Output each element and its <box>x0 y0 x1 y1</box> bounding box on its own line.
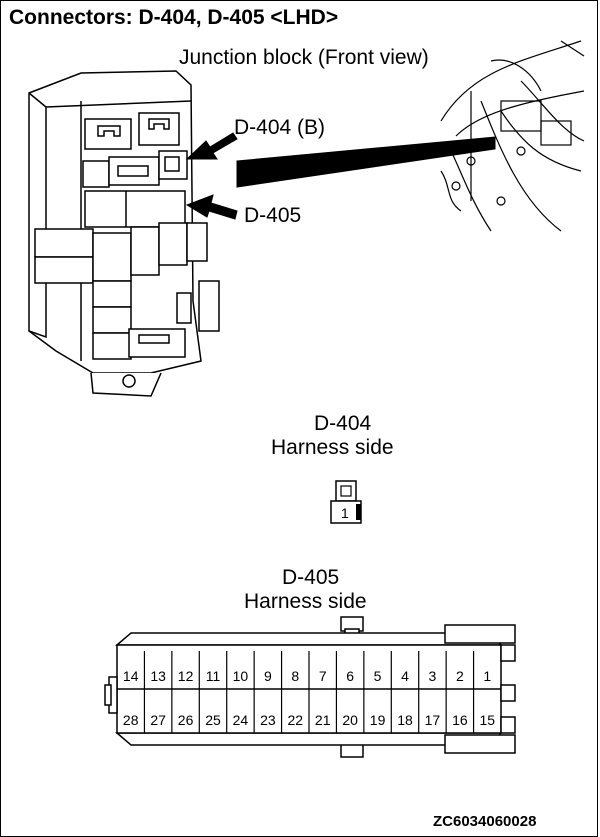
d405-bottom-pin-28: 28 <box>123 712 139 728</box>
d405-top-pin-14: 14 <box>123 668 139 684</box>
d405-top-pin-4: 4 <box>401 668 409 684</box>
d405-top-pin-8: 8 <box>291 668 299 684</box>
d404-connector: 1 <box>330 480 362 524</box>
d404-harness-side-label: Harness side <box>271 436 394 459</box>
callout-arrows <box>185 132 496 220</box>
d405-bottom-pin-21: 21 <box>315 712 331 728</box>
d405-bottom-pin-16: 16 <box>452 712 468 728</box>
d405-connector-body <box>104 616 516 758</box>
junction-block-label: Junction block (Front view) <box>179 46 429 69</box>
d405-top-pin-5: 5 <box>374 668 382 684</box>
d405-top-pin-1: 1 <box>483 668 491 684</box>
junction-block-illustration <box>28 70 220 397</box>
vehicle-harness-sketch <box>440 40 585 232</box>
d405-bottom-pin-20: 20 <box>342 712 358 728</box>
d405-bottom-pin-23: 23 <box>260 712 276 728</box>
d405-bottom-pin-15: 15 <box>479 712 495 728</box>
d405-top-pin-12: 12 <box>178 668 194 684</box>
d405-top-pin-7: 7 <box>319 668 327 684</box>
d404-pin-1: 1 <box>341 505 349 521</box>
d405-bottom-pin-18: 18 <box>397 712 413 728</box>
d405-bottom-pin-26: 26 <box>178 712 194 728</box>
d405-harness-side-label: Harness side <box>244 590 367 613</box>
d405-callout-label: D-405 <box>244 204 302 227</box>
d405-top-pin-13: 13 <box>150 668 166 684</box>
d405-connector-name: D-405 <box>282 566 340 589</box>
d405-top-pin-6: 6 <box>346 668 354 684</box>
d405-top-pin-11: 11 <box>206 668 221 684</box>
d405-top-pin-9: 9 <box>264 668 272 684</box>
d405-top-pin-2: 2 <box>456 668 464 684</box>
d404-connector-name: D-404 <box>314 412 372 435</box>
d404-callout-label: D-404 (B) <box>234 116 326 139</box>
d405-bottom-pin-27: 27 <box>150 712 166 728</box>
page-title: Connectors: D-404, D-405 <LHD> <box>9 6 339 29</box>
d405-pin-grid: 14 13 12 11 10 9 8 7 6 5 4 3 2 128 27 26 25 24 23 22 21 20 19 1… <box>123 668 495 728</box>
figure-code: ZC6034060028 <box>433 813 537 830</box>
d405-top-pin-3: 3 <box>429 668 437 684</box>
pin-separators <box>143 651 475 733</box>
d405-bottom-pin-22: 22 <box>287 712 303 728</box>
d405-bottom-pin-17: 17 <box>425 712 441 728</box>
d405-bottom-pin-19: 19 <box>370 712 386 728</box>
d405-top-pin-10: 10 <box>233 668 249 684</box>
d405-bottom-pin-24: 24 <box>233 712 249 728</box>
d405-bottom-pin-25: 25 <box>205 712 221 728</box>
